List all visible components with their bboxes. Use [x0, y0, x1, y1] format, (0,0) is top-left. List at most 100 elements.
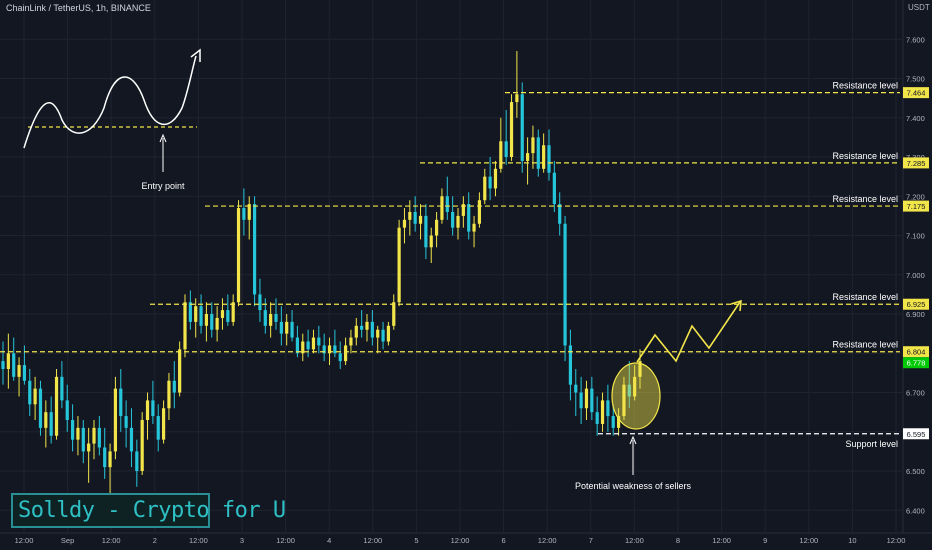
resistance-label: Resistance level [832, 151, 898, 161]
price-tag-value: 6.595 [907, 430, 926, 439]
candle-body [322, 345, 326, 354]
x-tick-label: 12:00 [363, 536, 382, 545]
y-tick-label: 7.500 [906, 75, 925, 84]
y-tick-label: 6.700 [906, 389, 925, 398]
candle-body [161, 408, 166, 440]
x-tick-label: 2 [153, 536, 157, 545]
candle-body [172, 380, 176, 393]
candle-body [360, 325, 364, 330]
candle-body [338, 353, 342, 362]
candle-body [408, 211, 412, 220]
candle-body [178, 349, 182, 393]
candle-body [279, 321, 283, 334]
x-tick-label: 12:00 [276, 536, 295, 545]
candle-body [424, 215, 428, 248]
candle-body [531, 137, 535, 154]
candle-body [103, 447, 107, 468]
candle-body [108, 451, 112, 468]
candles [1, 51, 642, 495]
candle-body [258, 294, 262, 311]
candle-body [65, 400, 69, 421]
candle-body [563, 223, 567, 346]
x-tick-label: 12:00 [799, 536, 818, 545]
candle-body [568, 345, 573, 385]
candle-body [627, 384, 631, 397]
x-tick-label: 12:00 [887, 536, 906, 545]
drawings [23, 48, 742, 475]
x-tick-label: 12:00 [625, 536, 644, 545]
x-tick-label: 12:00 [15, 536, 34, 545]
projection-arrowhead [730, 299, 742, 312]
candle-body [451, 211, 455, 228]
candle-body [81, 427, 85, 452]
candle-body [1, 361, 5, 369]
candle-body [370, 321, 374, 338]
price-tag [903, 298, 929, 310]
candle-body [124, 416, 128, 428]
candle-body [49, 412, 53, 436]
candle-body [269, 314, 273, 326]
candle-body [194, 306, 198, 322]
candle-body [354, 325, 358, 338]
y-tick-label: 7.000 [906, 271, 925, 280]
candle-body [413, 211, 417, 224]
candle-body [263, 310, 267, 326]
candle-body [584, 388, 589, 409]
candle-body [12, 353, 16, 377]
y-tick-label: 6.500 [906, 467, 925, 476]
candle-body [231, 302, 235, 322]
price-tag-value: 6.925 [907, 300, 926, 309]
candle-body [477, 200, 482, 224]
resistance-label: Resistance level [832, 194, 898, 204]
candle-body [167, 380, 171, 409]
candle-body [343, 345, 348, 362]
price-tag [903, 357, 929, 369]
currency-label: USDT [908, 3, 930, 12]
candle-body [156, 416, 160, 440]
y-tick-label: 7.100 [906, 232, 925, 241]
candle-body [483, 176, 487, 201]
candle-body [306, 341, 310, 350]
brand-text: Solldy - Crypto for U [18, 498, 286, 523]
x-tick-label: 5 [414, 536, 418, 545]
candle-body [38, 388, 43, 428]
candle-body [33, 388, 37, 405]
candle-body [119, 388, 123, 417]
candle-body [499, 141, 503, 169]
candle-body [397, 227, 401, 303]
candle-body [493, 168, 498, 189]
candle-body [418, 215, 423, 224]
y-tick-label: 7.400 [906, 114, 925, 123]
x-tick-label: 7 [589, 536, 593, 545]
projection-path [636, 301, 741, 363]
candle-body [616, 416, 621, 428]
candle-body [145, 400, 150, 421]
candle-body [76, 427, 80, 440]
candle-body [365, 321, 369, 330]
seller-weakness-ellipse [611, 362, 661, 430]
candle-body [333, 345, 337, 354]
candle-body [28, 380, 32, 405]
price-tag-value: 6.804 [907, 348, 926, 357]
candle-body [515, 94, 519, 103]
annotation-text: Entry point [141, 181, 185, 191]
candle-body [44, 412, 48, 428]
candle-body [600, 400, 605, 424]
candle-body [226, 310, 230, 322]
candle-body [290, 321, 294, 338]
candle-body [87, 443, 91, 452]
candle-body [252, 204, 257, 295]
candle-body [210, 314, 214, 330]
x-tick-label: 8 [676, 536, 680, 545]
candle-body [595, 412, 599, 424]
price-tag [903, 428, 929, 440]
price-tag [903, 346, 929, 358]
candle-body [295, 337, 300, 354]
x-tick-label: 9 [763, 536, 767, 545]
candle-body [467, 204, 471, 232]
candle-body [402, 219, 407, 228]
price-tag [903, 87, 929, 99]
candle-body [558, 204, 562, 224]
x-tick-label: 3 [240, 536, 244, 545]
